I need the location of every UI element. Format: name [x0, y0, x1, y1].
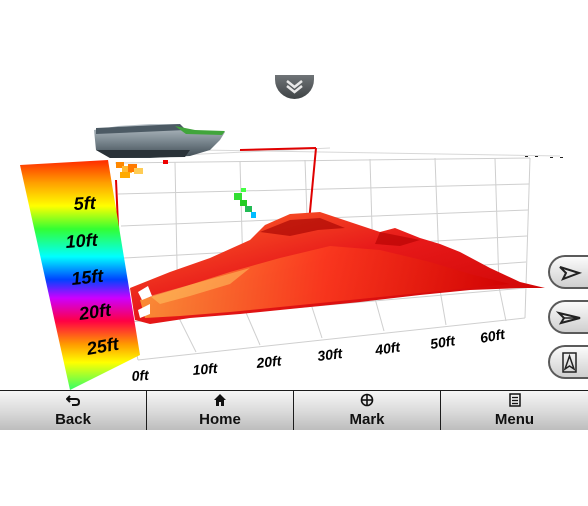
home-label: Home	[199, 411, 241, 428]
depth-label-20ft: 20ft	[77, 300, 113, 325]
boat-view-icon	[559, 266, 583, 281]
depth-color-scale	[20, 160, 140, 390]
sonar-3d-view[interactable]: 5ft 10ft 15ft 20ft 25ft 0ft 10ft 20ft 30…	[0, 0, 588, 390]
depth-scale-labels: 5ft 10ft 15ft 20ft 25ft	[65, 193, 121, 359]
distance-label-30ft: 30ft	[316, 345, 344, 364]
distance-label-50ft: 50ft	[429, 332, 457, 352]
boat-view-side-icon	[555, 311, 581, 325]
mark-label: Mark	[349, 411, 385, 428]
back-label: Back	[55, 411, 91, 428]
north-up-button[interactable]	[548, 345, 588, 379]
sonar-3d-canvas: 5ft 10ft 15ft 20ft 25ft 0ft 10ft 20ft 30…	[20, 124, 563, 390]
bottom-navigation-bar: Back Home Mark Menu	[0, 390, 588, 430]
double-chevron-down-icon	[286, 80, 303, 94]
north-arrow-icon	[562, 352, 577, 373]
home-button[interactable]: Home	[147, 391, 293, 430]
menu-button[interactable]: Menu	[441, 391, 588, 430]
back-button[interactable]: Back	[0, 391, 146, 430]
view-rotate-right-button[interactable]	[548, 300, 588, 334]
distance-label-60ft: 60ft	[479, 326, 508, 346]
empty-lower-area	[0, 430, 588, 506]
distance-axis-labels: 0ft 10ft 20ft 30ft 40ft 50ft 60ft	[131, 326, 507, 384]
distance-label-10ft: 10ft	[192, 360, 220, 378]
menu-icon	[508, 393, 521, 407]
mark-button[interactable]: Mark	[294, 391, 440, 430]
menu-label: Menu	[494, 411, 535, 428]
fish-targets	[116, 160, 256, 218]
distance-label-40ft: 40ft	[373, 338, 402, 358]
collapse-chevron-button[interactable]	[275, 75, 314, 99]
mark-waypoint-icon	[360, 393, 374, 407]
distance-label-0ft: 0ft	[131, 367, 151, 384]
distance-label-20ft: 20ft	[255, 352, 284, 371]
view-rotate-left-button[interactable]	[548, 255, 588, 289]
boat-model	[94, 124, 225, 158]
home-icon	[214, 394, 226, 406]
depth-label-15ft: 15ft	[70, 266, 105, 289]
back-arrow-icon	[66, 395, 80, 406]
depth-label-5ft: 5ft	[73, 193, 97, 214]
depth-label-10ft: 10ft	[65, 230, 99, 252]
bottom-contour-surface	[130, 212, 545, 324]
